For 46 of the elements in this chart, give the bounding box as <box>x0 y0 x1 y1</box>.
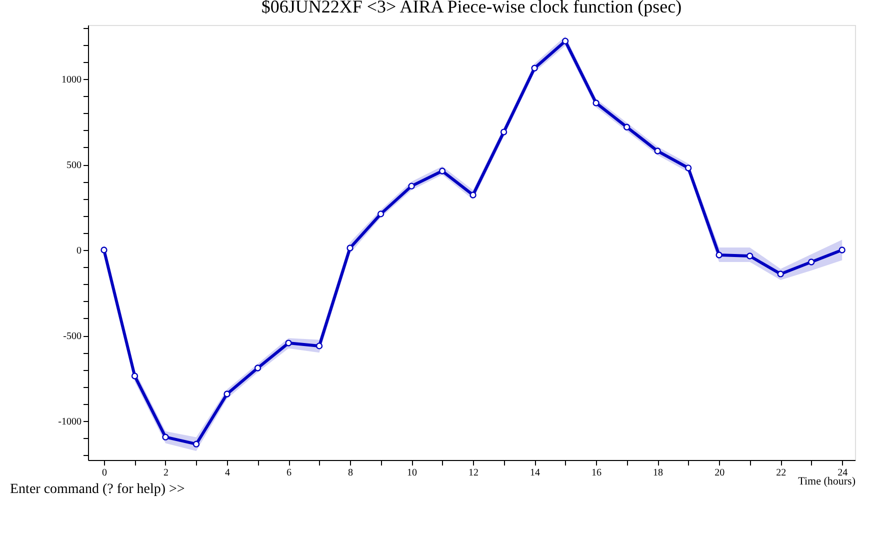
x-tick-label: 4 <box>225 468 230 478</box>
point <box>592 100 600 106</box>
point <box>684 164 692 172</box>
point <box>777 270 784 278</box>
point <box>316 342 323 350</box>
point <box>285 340 292 346</box>
point <box>470 192 476 198</box>
y-tick-label: 1000 <box>62 74 82 86</box>
y-tick-label: -500 <box>63 331 82 342</box>
x-tick-label: 18 <box>653 468 664 478</box>
x-axis-title: Time (hours) <box>798 476 856 488</box>
point <box>162 434 169 440</box>
point <box>562 38 569 44</box>
point <box>808 258 815 266</box>
point <box>654 148 661 154</box>
point <box>254 364 262 372</box>
chart-title: $06JUN22XF <3> AIRA Piece-wise clock function (psec) <box>261 0 682 17</box>
y-tick-label: -1000 <box>58 416 82 428</box>
point <box>623 124 630 130</box>
x-tick-label: 12 <box>468 468 479 478</box>
text: Enter command (? for help) >> <box>10 482 185 497</box>
x-tick-label: 0 <box>102 468 107 478</box>
point <box>131 372 138 380</box>
point <box>408 182 415 190</box>
x-tick-label: 6 <box>286 468 292 478</box>
x-tick-label: 22 <box>776 468 786 478</box>
point <box>838 246 846 254</box>
point <box>531 64 538 72</box>
x-tick-label: 14 <box>530 468 540 478</box>
point <box>746 252 754 260</box>
y-tick-label: 500 <box>66 160 82 172</box>
point <box>346 244 354 252</box>
point <box>100 246 108 254</box>
point <box>192 440 200 448</box>
point <box>377 210 384 218</box>
x-tick-label: 10 <box>407 468 418 478</box>
x-tick-label: 2 <box>164 468 168 478</box>
x-tick-label: 8 <box>348 468 354 478</box>
y-tick-label: 0 <box>76 246 82 257</box>
x-tick-label: 20 <box>714 468 725 478</box>
point <box>716 252 722 258</box>
point <box>224 390 230 398</box>
x-tick-label: 24 <box>838 468 848 478</box>
x-tick-label: 16 <box>592 468 602 478</box>
point <box>438 168 446 174</box>
point <box>500 128 508 136</box>
